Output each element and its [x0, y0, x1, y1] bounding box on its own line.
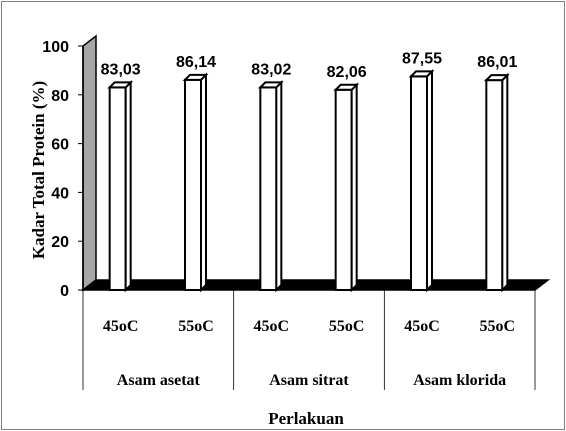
y-tick-label: 60 — [51, 137, 69, 154]
bar-front — [108, 86, 127, 291]
bar-value-label: 82,06 — [327, 64, 367, 81]
bar-top — [182, 73, 209, 81]
category-label: 45oC — [404, 318, 440, 335]
bar-top — [107, 81, 134, 89]
bar-front — [259, 86, 278, 291]
y-tick-label: 20 — [51, 234, 69, 251]
y-axis-title: Kadar Total Protein (%) — [29, 81, 48, 259]
bar-top — [257, 81, 284, 89]
floor — [80, 279, 551, 291]
bar-side — [350, 82, 358, 293]
bar-value-label: 86,01 — [477, 54, 517, 71]
y-tick-label: 0 — [60, 283, 69, 300]
bar-value-label: 87,55 — [402, 50, 442, 67]
category-label: 55oC — [480, 318, 516, 335]
bar-front — [334, 88, 353, 291]
bar-top — [483, 74, 510, 82]
y-tick-label: 100 — [42, 39, 69, 56]
category-label: 45oC — [254, 318, 290, 335]
bar-side — [200, 72, 207, 293]
bar-top — [408, 70, 435, 78]
back-wall — [82, 34, 97, 292]
y-tick-label: 80 — [51, 88, 69, 105]
category-label: 45oC — [103, 318, 139, 335]
bar-top — [333, 83, 360, 91]
category-label: 55oC — [178, 318, 214, 335]
bar-front — [485, 79, 504, 291]
bar-side — [275, 80, 283, 293]
bar-value-label: 83,02 — [251, 61, 291, 78]
bar-side — [501, 72, 509, 293]
bar-side — [124, 79, 132, 293]
bar-side — [426, 68, 433, 293]
bar-front — [184, 78, 202, 291]
category-label: 55oC — [329, 318, 365, 335]
group-label: Asam asetat — [117, 372, 201, 389]
bar-front — [410, 75, 428, 291]
bar-value-label: 83,03 — [101, 61, 141, 78]
y-tick-label: 40 — [51, 185, 69, 202]
group-label: Asam klorida — [413, 372, 506, 389]
x-axis-title: Perlakuan — [268, 409, 344, 428]
bar-value-label: 86,14 — [176, 54, 216, 71]
group-label: Asam sitrat — [269, 372, 349, 389]
